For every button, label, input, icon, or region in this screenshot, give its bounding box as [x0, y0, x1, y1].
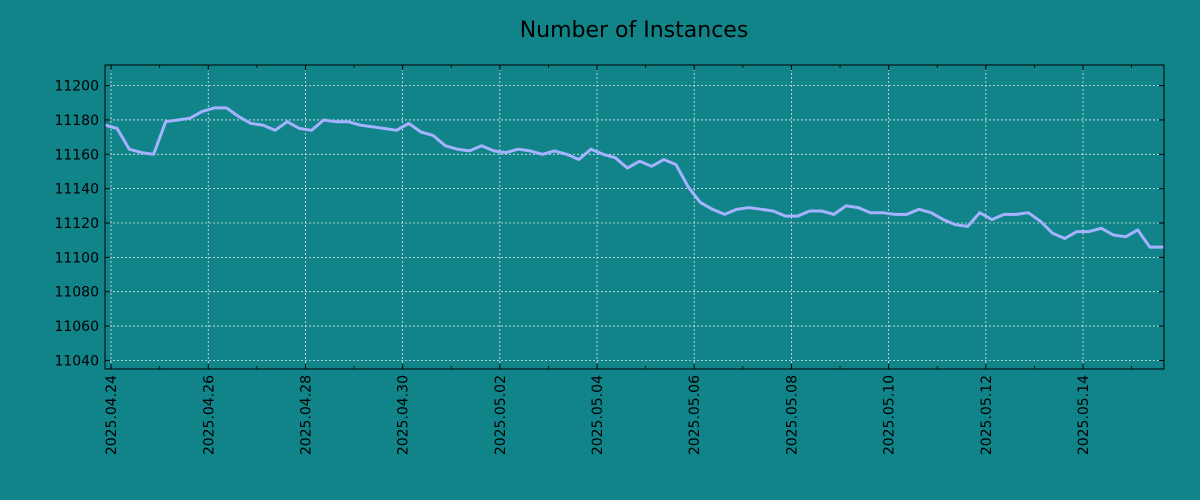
x-tick-label: 2025.05.12: [979, 375, 995, 455]
y-tick-label: 11040: [54, 353, 99, 369]
y-tick-label: 11140: [54, 182, 99, 198]
y-tick-label: 11160: [54, 147, 99, 163]
x-tick-label: 2025.05.10: [882, 375, 898, 455]
y-tick-label: 11120: [54, 216, 99, 232]
x-tick-label: 2025.05.14: [1076, 375, 1092, 455]
chart-title: Number of Instances: [520, 18, 749, 43]
x-tick-label: 2025.05.02: [493, 375, 509, 455]
x-tick-label: 2025.04.26: [201, 375, 217, 455]
x-tick-label: 2025.05.08: [784, 375, 800, 455]
y-tick-label: 11080: [54, 285, 99, 301]
grid-layer: [105, 65, 1164, 369]
y-tick-label: 11200: [54, 79, 99, 95]
series-layer: [105, 106, 1164, 249]
x-tick-label: 2025.04.24: [104, 375, 120, 455]
plot-frame: [104, 64, 1165, 370]
x-tick-label: 2025.04.30: [396, 375, 412, 455]
x-tick-label: 2025.04.28: [298, 375, 314, 455]
y-tick-label: 11060: [54, 319, 99, 335]
x-tick-label: 2025.05.04: [590, 375, 606, 455]
y-tick-label: 11100: [54, 250, 99, 266]
y-tick-label: 11180: [54, 113, 99, 129]
x-tick-label: 2025.05.06: [687, 375, 703, 455]
tick-layer: 11040 11060 11080 11100 11120 11140 11160 11180…: [54, 65, 1164, 455]
series-line: [105, 106, 1164, 249]
